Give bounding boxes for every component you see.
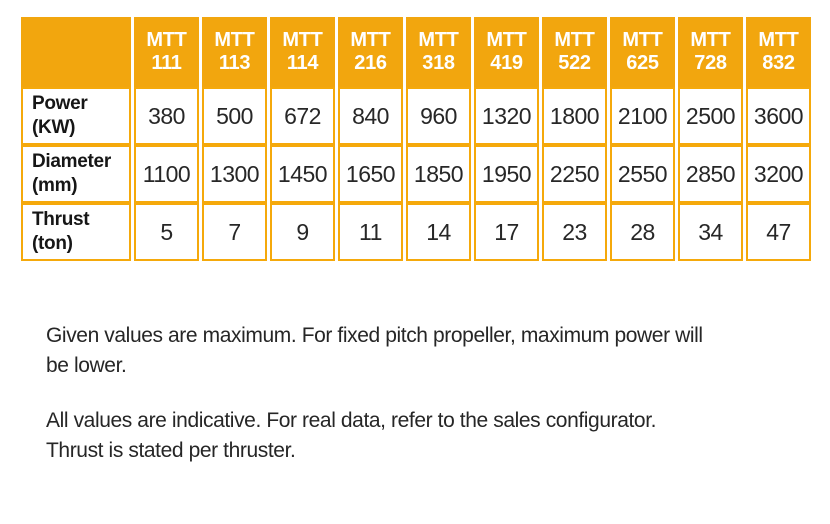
row-label: Power bbox=[32, 93, 88, 114]
value-cell-thrust: 34 bbox=[678, 203, 743, 261]
column-header-model: 114 bbox=[286, 52, 319, 74]
value-cell-power: 500 bbox=[202, 87, 267, 145]
value-cell-thrust: 47 bbox=[746, 203, 811, 261]
column-header-mtt-216: MTT 216 bbox=[338, 17, 403, 87]
column-header-series: MTT bbox=[758, 29, 799, 51]
value-cell-thrust: 17 bbox=[474, 203, 539, 261]
column-header-model: 419 bbox=[490, 52, 523, 74]
column-header-mtt-728: MTT 728 bbox=[678, 17, 743, 87]
value-cell-diameter: 1850 bbox=[406, 145, 471, 203]
column-header-series: MTT bbox=[690, 29, 731, 51]
value-cell-power: 1320 bbox=[474, 87, 539, 145]
value-cell-thrust: 28 bbox=[610, 203, 675, 261]
value-cell-diameter: 2550 bbox=[610, 145, 675, 203]
column-header-series: MTT bbox=[554, 29, 595, 51]
column-header-model: 111 bbox=[151, 52, 182, 74]
value-cell-diameter: 1650 bbox=[338, 145, 403, 203]
column-header-series: MTT bbox=[214, 29, 255, 51]
spec-sheet-page: MTT 111 MTT 113 MTT 114 MTT 216 MTT 318 MTT 41… bbox=[0, 17, 830, 466]
column-header-series: MTT bbox=[418, 29, 459, 51]
column-header-model: 832 bbox=[762, 52, 795, 74]
row-label: Thrust bbox=[32, 209, 90, 230]
value-cell-power: 840 bbox=[338, 87, 403, 145]
row-label-thrust: Thrust (ton) bbox=[21, 203, 131, 261]
column-header-model: 728 bbox=[694, 52, 727, 74]
value-cell-thrust: 14 bbox=[406, 203, 471, 261]
footnote-line: Given values are maximum. For fixed pitc… bbox=[46, 324, 703, 347]
footnotes: Given values are maximum. For fixed pitc… bbox=[46, 321, 830, 466]
row-unit: (ton) bbox=[32, 233, 73, 254]
value-cell-power: 672 bbox=[270, 87, 335, 145]
value-cell-diameter: 2850 bbox=[678, 145, 743, 203]
column-header-model: 522 bbox=[558, 52, 591, 74]
value-cell-thrust: 23 bbox=[542, 203, 607, 261]
value-cell-diameter: 2250 bbox=[542, 145, 607, 203]
value-cell-diameter: 1100 bbox=[134, 145, 199, 203]
column-header-mtt-111: MTT 111 bbox=[134, 17, 199, 87]
column-header-mtt-419: MTT 419 bbox=[474, 17, 539, 87]
column-header-mtt-625: MTT 625 bbox=[610, 17, 675, 87]
thruster-spec-table: MTT 111 MTT 113 MTT 114 MTT 216 MTT 318 MTT 41… bbox=[21, 17, 811, 261]
value-cell-diameter: 3200 bbox=[746, 145, 811, 203]
value-cell-diameter: 1450 bbox=[270, 145, 335, 203]
column-header-mtt-522: MTT 522 bbox=[542, 17, 607, 87]
column-header-series: MTT bbox=[146, 29, 187, 51]
value-cell-power: 2100 bbox=[610, 87, 675, 145]
value-cell-thrust: 11 bbox=[338, 203, 403, 261]
row-label-power: Power (KW) bbox=[21, 87, 131, 145]
value-cell-power: 3600 bbox=[746, 87, 811, 145]
column-header-mtt-114: MTT 114 bbox=[270, 17, 335, 87]
value-cell-diameter: 1300 bbox=[202, 145, 267, 203]
column-header-model: 216 bbox=[354, 52, 387, 74]
row-label-diameter: Diameter (mm) bbox=[21, 145, 131, 203]
footnote-indicative-values: All values are indicative. For real data… bbox=[46, 406, 830, 466]
column-header-series: MTT bbox=[350, 29, 391, 51]
footnote-line: All values are indicative. For real data… bbox=[46, 409, 657, 432]
column-header-model: 625 bbox=[626, 52, 659, 74]
column-header-series: MTT bbox=[486, 29, 527, 51]
value-cell-thrust: 9 bbox=[270, 203, 335, 261]
row-unit: (mm) bbox=[32, 175, 78, 196]
value-cell-power: 1800 bbox=[542, 87, 607, 145]
value-cell-thrust: 7 bbox=[202, 203, 267, 261]
row-label: Diameter bbox=[32, 151, 111, 172]
footnote-line: be lower. bbox=[46, 354, 127, 377]
value-cell-thrust: 5 bbox=[134, 203, 199, 261]
column-header-mtt-832: MTT 832 bbox=[746, 17, 811, 87]
value-cell-power: 2500 bbox=[678, 87, 743, 145]
footnote-max-values: Given values are maximum. For fixed pitc… bbox=[46, 321, 830, 381]
column-header-mtt-318: MTT 318 bbox=[406, 17, 471, 87]
column-header-mtt-113: MTT 113 bbox=[202, 17, 267, 87]
column-header-series: MTT bbox=[622, 29, 663, 51]
row-unit: (KW) bbox=[32, 117, 76, 138]
value-cell-diameter: 1950 bbox=[474, 145, 539, 203]
column-header-model: 113 bbox=[218, 52, 251, 74]
table-corner-cell bbox=[21, 17, 131, 87]
column-header-model: 318 bbox=[422, 52, 455, 74]
footnote-line: Thrust is stated per thruster. bbox=[46, 439, 296, 462]
value-cell-power: 960 bbox=[406, 87, 471, 145]
value-cell-power: 380 bbox=[134, 87, 199, 145]
column-header-series: MTT bbox=[282, 29, 323, 51]
